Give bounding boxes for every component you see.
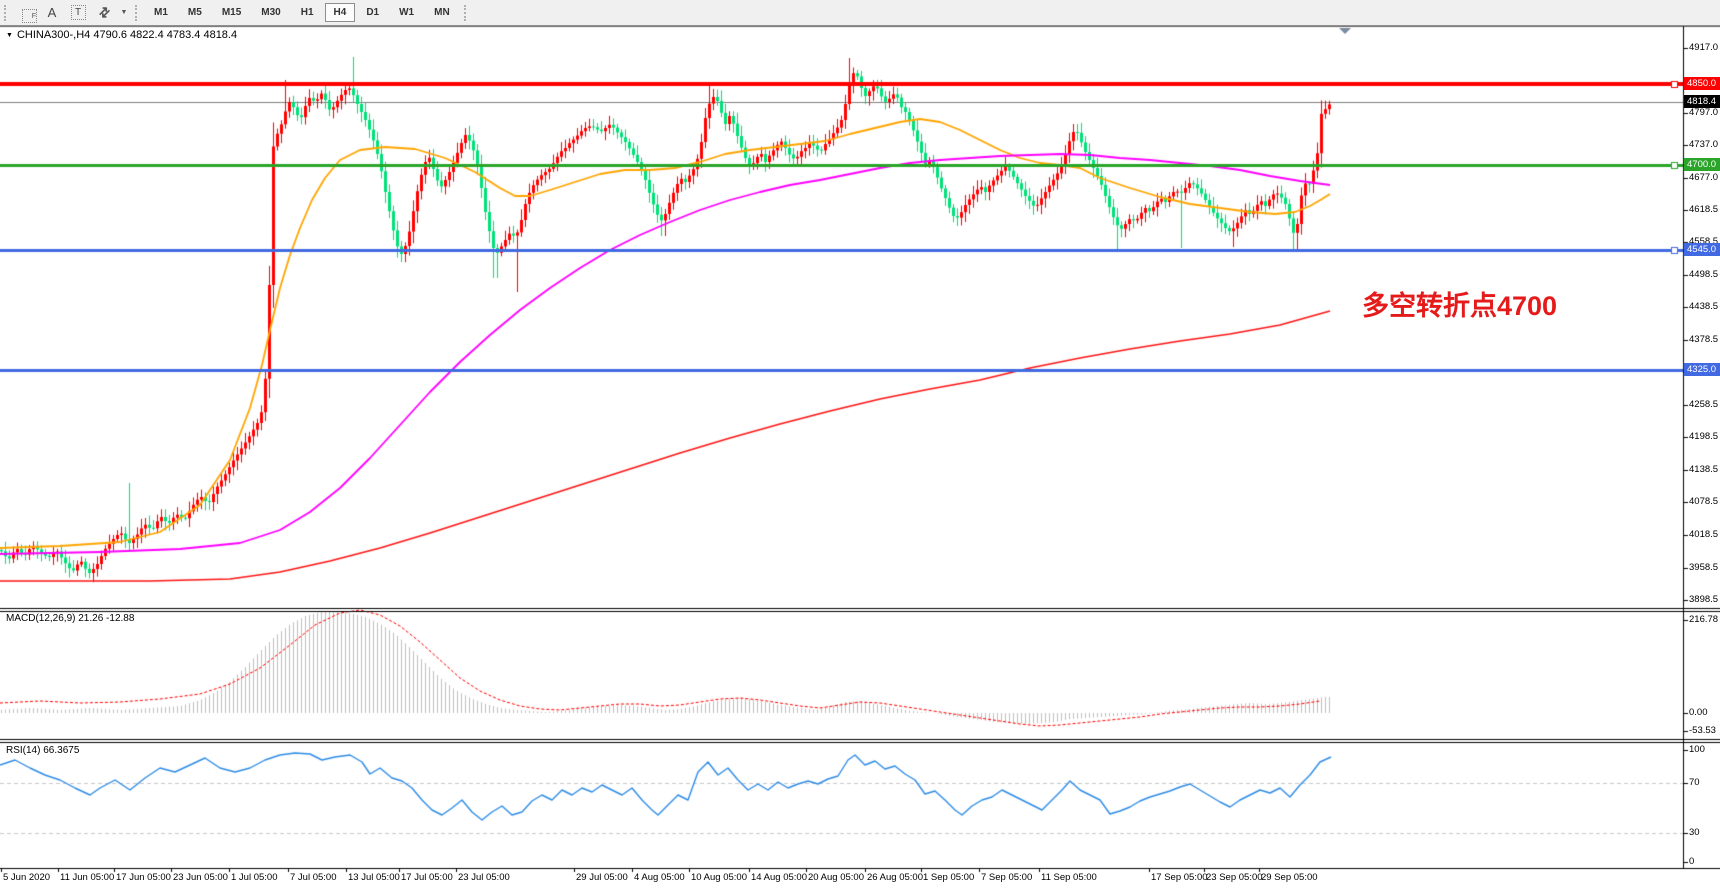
toolbar: F A T ⇅ ▼ M1 M5 M15 M30 H1 H4 D1 W1 MN [0, 0, 1720, 26]
arrows-tool-icon[interactable]: ⇅ [95, 2, 114, 22]
toolbar-grip[interactable] [135, 4, 140, 21]
toolbar-grip[interactable] [463, 4, 469, 21]
timeframe-button-h4[interactable]: H4 [324, 3, 356, 22]
symbol-title-text: CHINA300-,H4 4790.6 4822.4 4783.4 4818.4 [16, 29, 238, 41]
text-tool-icon[interactable]: A [47, 5, 57, 20]
fibonacci-tool-icon[interactable]: F [15, 3, 37, 23]
timeframe-button-m1[interactable]: M1 [154, 7, 168, 18]
macd-indicator-label: MACD(12,26,9) 21.26 -12.88 [6, 613, 135, 624]
timeframe-bar: M1 M5 M15 M30 H1 H4 D1 W1 MN [144, 3, 460, 22]
toolbar-grip[interactable] [4, 4, 9, 21]
chevron-down-icon: ▼ [6, 32, 13, 39]
chart-symbol-title[interactable]: ▼ CHINA300-,H4 4790.6 4822.4 4783.4 4818.… [6, 29, 237, 41]
chart-annotation[interactable]: 多空转折点4700 [1362, 291, 1558, 321]
arrows-dropdown-icon[interactable]: ▼ [120, 9, 128, 16]
timeframe-button-h1[interactable]: H1 [300, 7, 314, 18]
timeframe-button-m15[interactable]: M15 [221, 7, 242, 18]
rsi-indicator-label: RSI(14) 66.3675 [6, 745, 80, 756]
pane-separator-macd[interactable] [0, 605, 1720, 612]
drawing-tools-bar: F A T ⇅ ▼ [13, 3, 131, 23]
label-tool-icon[interactable]: T [67, 3, 89, 23]
timeframe-button-w1[interactable]: W1 [399, 7, 415, 18]
timeframe-button-d1[interactable]: D1 [366, 7, 380, 18]
timeframe-button-mn[interactable]: MN [434, 7, 450, 18]
timeframe-button-m5[interactable]: M5 [187, 7, 202, 18]
timeframe-button-m30[interactable]: M30 [261, 7, 281, 18]
pane-separator-rsi[interactable] [0, 736, 1720, 743]
